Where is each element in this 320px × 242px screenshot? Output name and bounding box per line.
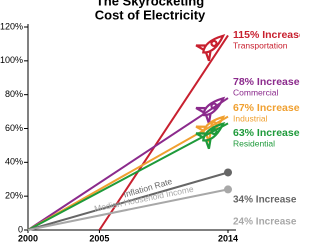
end-dot — [224, 168, 232, 177]
rocket-window — [210, 102, 218, 110]
chart: The Skyrocketing Cost of Electricity 020… — [0, 0, 300, 242]
x-tick-label: 2000 — [18, 233, 38, 242]
y-tick-label: 120% — [0, 21, 23, 31]
rocket-fin — [195, 132, 212, 150]
rocket-icon — [195, 121, 226, 150]
series-line — [98, 34, 229, 231]
y-tick-label: 100% — [0, 55, 23, 65]
series-name: Transportation — [233, 40, 288, 50]
x-tick-label: 2005 — [89, 233, 109, 242]
y-tick-label: 60% — [5, 123, 23, 133]
series-line — [27, 97, 229, 231]
rocket-fin — [195, 44, 212, 62]
end-dot — [224, 185, 232, 194]
end-label: 63% Increase — [233, 127, 300, 139]
end-label: 24% Increase — [233, 217, 297, 228]
rocket-body — [202, 96, 226, 117]
x-tick-label: 2014 — [218, 233, 238, 242]
series-name: Industrial — [233, 113, 268, 123]
chart-title: The Skyrocketing — [96, 0, 204, 8]
rocket-window — [210, 39, 218, 48]
y-tick-label: 80% — [5, 89, 23, 99]
series-line — [27, 171, 229, 231]
series-line — [27, 122, 229, 231]
series-name: Commercial — [233, 87, 278, 97]
y-tick-label: 0 — [18, 224, 23, 234]
end-label: 78% Increase — [233, 76, 300, 88]
y-tick-label: 40% — [5, 157, 23, 167]
end-label: 115% Increase — [233, 29, 300, 41]
series-line — [27, 188, 229, 231]
rocket-window — [210, 127, 218, 136]
rocket-icon — [195, 34, 226, 62]
rocket-body — [202, 121, 226, 142]
end-label: 67% Increase — [233, 102, 300, 114]
rocket-fin — [195, 125, 212, 143]
chart-title: Cost of Electricity — [95, 7, 206, 22]
y-tick-label: 20% — [5, 191, 23, 201]
rocket-body — [202, 34, 226, 54]
end-label: 34% Increase — [233, 195, 297, 206]
series-name: Residential — [233, 138, 275, 148]
